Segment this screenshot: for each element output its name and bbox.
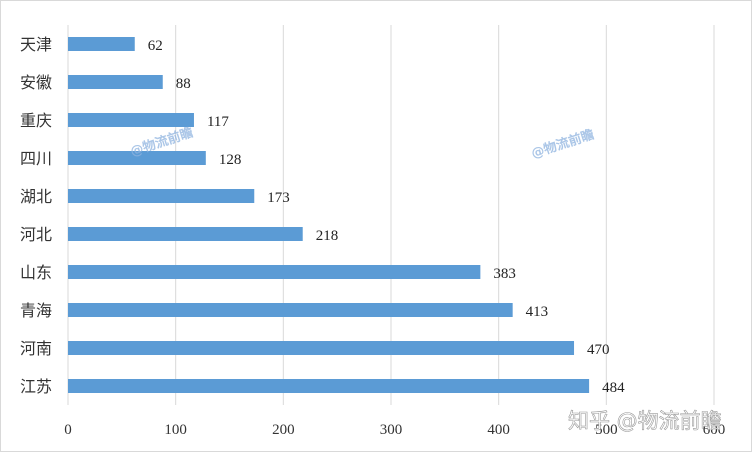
category-label: 河南 xyxy=(20,339,52,358)
data-label: 62 xyxy=(148,38,163,54)
bar xyxy=(68,189,255,203)
bar xyxy=(68,265,481,279)
bar xyxy=(68,379,590,393)
category-label: 重庆 xyxy=(20,111,52,130)
bars xyxy=(68,37,590,393)
bar xyxy=(68,227,303,241)
category-label: 安徽 xyxy=(20,73,52,92)
bar xyxy=(68,113,194,127)
bar xyxy=(68,37,135,51)
x-tick-label: 200 xyxy=(272,422,295,438)
data-label: 218 xyxy=(316,228,339,244)
data-label: 484 xyxy=(602,380,625,396)
watermark-right: @物流前瞻 xyxy=(529,126,596,161)
x-tick-labels: 0 100 200 300 400 500 600 xyxy=(64,422,725,438)
x-tick-label: 0 xyxy=(64,422,72,438)
x-tick-label: 600 xyxy=(703,422,726,438)
category-label: 四川 xyxy=(20,149,52,168)
bar xyxy=(68,303,513,317)
x-tick-label: 400 xyxy=(487,422,510,438)
value-labels: 62 88 117 128 173 218 383 413 470 484 xyxy=(148,38,625,396)
x-tick-label: 300 xyxy=(380,422,403,438)
data-label: 383 xyxy=(493,266,516,282)
data-label: 128 xyxy=(219,152,242,168)
data-label: 173 xyxy=(267,190,290,206)
data-label: 88 xyxy=(176,76,191,92)
category-label: 湖北 xyxy=(20,187,52,206)
bar xyxy=(68,151,206,165)
watermark-zhihu: 知乎 @物流前瞻 xyxy=(568,409,722,433)
data-label: 413 xyxy=(526,304,549,320)
x-tick-label: 100 xyxy=(164,422,187,438)
category-label: 山东 xyxy=(20,263,52,282)
bar xyxy=(68,75,163,89)
category-label: 青海 xyxy=(20,301,52,320)
data-label: 470 xyxy=(587,342,610,358)
category-label: 河北 xyxy=(20,225,52,244)
category-label: 江苏 xyxy=(20,377,52,396)
data-label: 117 xyxy=(207,114,229,130)
x-tick-label: 500 xyxy=(595,422,618,438)
bar xyxy=(68,341,575,355)
category-label: 天津 xyxy=(20,35,52,54)
